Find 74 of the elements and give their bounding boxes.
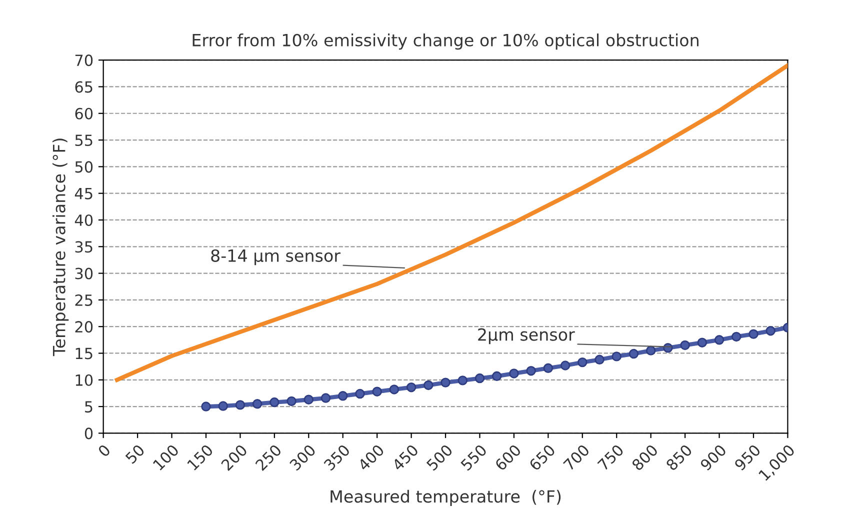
x-tick-label: 150: [186, 444, 214, 471]
x-tick-label: 350: [323, 444, 351, 472]
x-tick-label: 600: [494, 444, 522, 472]
point: [578, 357, 588, 368]
point: [458, 376, 468, 386]
point: [201, 402, 211, 412]
point: [304, 394, 314, 404]
x-tick-label: 50: [124, 444, 146, 464]
point: [474, 373, 485, 384]
y-tick-label: 70: [75, 54, 93, 66]
x-tick-label: 800: [631, 444, 658, 472]
line-series: [114, 63, 788, 382]
annotation: 8-14 μm sensor: [211, 249, 341, 266]
y-tick-label: 50: [75, 161, 93, 173]
y-tick-label: 15: [76, 348, 92, 360]
x-tick-label: 400: [357, 444, 385, 472]
point: [320, 393, 331, 403]
point: [766, 326, 776, 336]
x-tick-label: 900: [700, 444, 727, 472]
x-tick-label: 700: [562, 444, 590, 472]
point: [424, 380, 434, 390]
point: [732, 332, 742, 342]
x-tick-label: 100: [152, 444, 180, 471]
y-tick-label: 55: [75, 134, 92, 146]
x-tick-label: 450: [391, 444, 419, 472]
y-tick-label: 40: [74, 214, 93, 226]
point: [543, 363, 554, 374]
y-tick-label: 25: [75, 294, 92, 306]
point: [252, 399, 262, 409]
y-tick-label: 30: [75, 268, 93, 280]
point: [628, 348, 639, 359]
point: [680, 340, 690, 350]
point: [612, 352, 622, 362]
point: [697, 338, 708, 348]
x-tick-label: 650: [528, 444, 556, 472]
y-tick-label: 60: [75, 108, 93, 120]
y-tick-label: 45: [74, 188, 92, 200]
point: [389, 384, 400, 394]
x-tick-label: 550: [460, 444, 488, 472]
point: [355, 388, 365, 399]
y-axis-title: Temperature variance (°F): [52, 138, 69, 356]
y-tick-label: 65: [75, 81, 92, 93]
point: [218, 401, 228, 411]
y-tick-label: 5: [85, 401, 92, 413]
y-tick-label: 35: [75, 241, 92, 253]
x-tick-label: 850: [665, 444, 693, 472]
y-tick-label: 10: [76, 374, 93, 386]
point: [646, 346, 656, 356]
point: [509, 368, 519, 378]
x-tick-label: 0: [97, 444, 111, 458]
x-tick-label: 200: [220, 444, 248, 472]
x-tick-label: 300: [289, 444, 316, 472]
point: [270, 397, 280, 408]
annotation: 2μm sensor: [478, 328, 575, 344]
point: [560, 360, 570, 370]
point: [286, 396, 296, 406]
x-tick-label: 500: [426, 444, 454, 472]
point: [594, 354, 604, 364]
x-tick-label: 250: [254, 444, 282, 472]
point: [372, 386, 382, 396]
chart-title: Error from 10% emissivity change or 10% optical obstruction: [192, 34, 698, 50]
point: [714, 335, 724, 345]
x-tick-label: 750: [597, 444, 624, 472]
x-tick-label: 950: [734, 444, 762, 472]
point: [748, 329, 758, 339]
point: [235, 400, 246, 410]
point: [492, 371, 502, 382]
point: [440, 378, 450, 388]
y-tick-label: 20: [75, 321, 93, 333]
point: [338, 391, 348, 401]
y-tick-label: 0: [84, 428, 93, 440]
point: [526, 366, 536, 376]
point: [406, 382, 416, 392]
x-axis-title: Measured temperature (°F): [330, 490, 561, 506]
